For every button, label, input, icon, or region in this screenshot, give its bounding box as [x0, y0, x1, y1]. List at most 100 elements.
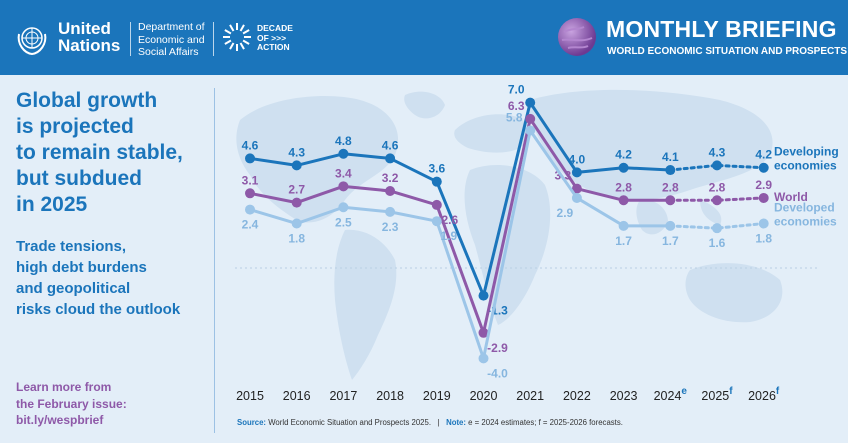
world-forecast-line: [668, 196, 766, 202]
world-point: [618, 195, 629, 206]
world-point: [385, 185, 396, 196]
world-point: [525, 113, 536, 124]
world-point: [665, 195, 676, 206]
header-divider: [213, 22, 214, 56]
desa-name: Department of Economic and Social Affair…: [138, 21, 205, 59]
subheadline-line: high debt burdens: [16, 259, 147, 276]
desa-line-3: Social Affairs: [138, 46, 199, 58]
developed-series-name: economies: [774, 215, 837, 229]
developing-point: [525, 97, 536, 108]
learn-more-link[interactable]: bit.ly/wespbrief: [16, 413, 104, 427]
desa-line-2: Economic and: [138, 33, 205, 46]
world-data-label: 2.7: [288, 183, 305, 197]
developing-data-label: 3.6: [428, 162, 445, 176]
developing-line: [249, 101, 671, 298]
developed-data-label: 1.6: [709, 236, 726, 250]
x-tick-label: 2026f: [748, 386, 780, 403]
headline: Global growth is projected to remain sta…: [16, 88, 206, 218]
header-divider: [130, 22, 131, 56]
x-tick-label: 2022: [563, 389, 591, 403]
developed-data-label: 1.9: [440, 229, 457, 243]
developing-point: [618, 162, 629, 173]
world-point: [571, 183, 582, 194]
decade-line-1: DECADE: [257, 23, 293, 33]
un-line-2: Nations: [58, 36, 121, 55]
header-banner: United Nations Department of Economic an…: [0, 0, 848, 75]
decade-line-3: ACTION: [257, 42, 290, 52]
developed-point: [478, 353, 489, 364]
x-tick-label: 2025f: [701, 386, 733, 403]
x-tick-label: 2020: [470, 389, 498, 403]
developing-point: [665, 165, 676, 176]
world-point: [431, 199, 442, 210]
headline-line: to remain stable,: [16, 141, 183, 164]
un-line-1: United: [58, 19, 111, 38]
developing-point: [431, 176, 442, 187]
developing-point: [758, 162, 769, 173]
developed-point: [712, 223, 722, 234]
world-point: [245, 188, 255, 199]
x-tick-label: 2015: [236, 389, 264, 403]
note-label: Note:: [446, 418, 466, 427]
globe-icon: [558, 18, 596, 56]
headline-line: Global growth: [16, 89, 158, 112]
decade-of-action-icon: [223, 23, 251, 51]
developed-point: [338, 202, 349, 213]
developing-data-label: 4.6: [242, 138, 259, 152]
subheadline-line: Trade tensions,: [16, 238, 127, 255]
developed-data-label: 1.8: [755, 232, 772, 246]
decade-line-2: OF >>>: [257, 32, 287, 43]
source-separator: |: [437, 418, 440, 427]
developing-data-label: 4.1: [662, 150, 679, 164]
developing-data-label: 4.0: [569, 152, 586, 166]
world-data-label: 2.9: [755, 178, 772, 192]
world-data-label: -2.9: [487, 341, 508, 355]
headline-line: but subdued: [16, 167, 142, 190]
developing-point: [478, 290, 489, 301]
world-point: [338, 181, 349, 192]
developing-data-label: 4.2: [615, 148, 632, 162]
developing-point: [712, 160, 722, 171]
developing-point: [571, 167, 582, 178]
world-point: [758, 192, 769, 203]
developed-data-label: 1.7: [662, 234, 679, 248]
developed-line: [249, 129, 671, 360]
note-text: e = 2024 estimates; f = 2025-2026 foreca…: [468, 418, 623, 427]
world-point: [712, 195, 722, 206]
panel-divider: [214, 88, 215, 433]
world-line: [249, 117, 671, 335]
source-note: Source: World Economic Situation and Pro…: [237, 418, 623, 427]
developing-data-label: 4.2: [755, 148, 772, 162]
developing-point: [291, 160, 302, 171]
developed-series-name: Developed: [774, 201, 835, 215]
developing-point: [245, 153, 255, 164]
developing-forecast-line: [668, 163, 766, 172]
learn-more: Learn more from the February issue: bit.…: [16, 379, 206, 429]
developed-data-label: 2.5: [335, 215, 352, 229]
world-data-label: 6.3: [508, 99, 525, 113]
developed-forecast-line: [668, 222, 766, 230]
developed-data-label: -4.0: [487, 366, 508, 380]
developed-point: [431, 216, 442, 227]
world-data-label: 3.2: [382, 171, 399, 185]
learn-more-line: Learn more from: [16, 380, 112, 394]
developed-data-label: 1.7: [615, 234, 632, 248]
developed-data-label: 5.8: [506, 111, 523, 125]
developed-point: [571, 192, 582, 203]
developed-point: [245, 204, 255, 215]
learn-more-line: the February issue:: [16, 396, 127, 411]
developing-data-label: 4.6: [382, 138, 399, 152]
developed-point: [758, 218, 769, 229]
developing-data-label: 4.3: [709, 145, 726, 159]
source-label: Source:: [237, 418, 267, 427]
developed-data-label: 2.3: [382, 220, 399, 234]
x-tick-label: 2018: [376, 389, 404, 403]
developed-data-label: 1.8: [288, 232, 305, 246]
developing-data-label: 4.8: [335, 134, 352, 148]
developed-point: [525, 125, 536, 136]
briefing-subtitle: WORLD ECONOMIC SITUATION AND PROSPECTS: [607, 46, 847, 57]
world-series-name: World: [774, 190, 808, 204]
un-emblem-icon: [17, 27, 47, 56]
subheadline-line: risks cloud the outlook: [16, 301, 181, 318]
